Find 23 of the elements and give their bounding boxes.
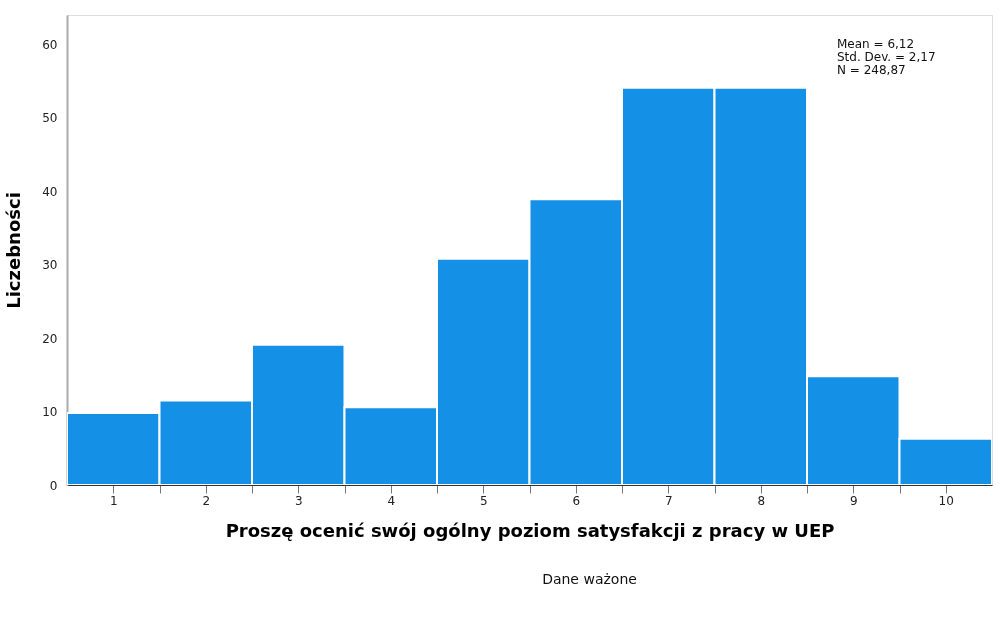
x-tick-label: 6 [572,493,581,508]
x-tick-label: 1 [109,493,118,508]
x-tick-label: 10 [938,493,954,508]
y-tick-label: 40 [42,184,58,199]
x-tick-label: 3 [294,493,303,508]
y-axis-title: Liczebności [3,192,25,309]
annotation: Std. Dev. = 2,17 [837,50,936,64]
y-tick-label: 10 [42,405,58,420]
y-tick-label: 0 [49,478,58,493]
x-tick-label: 4 [387,493,396,508]
x-tick-label: 7 [664,493,673,508]
x-tick-label: 9 [849,493,858,508]
x-tick-label: 2 [202,493,211,508]
text: Dane ważone [542,571,637,587]
y-tick-label: 60 [42,37,58,52]
y-tick-label: 50 [42,111,58,126]
annotation: N = 248,87 [837,63,906,77]
annotation: Mean = 6,12 [837,37,915,51]
x-tick-label: 8 [757,493,766,508]
y-tick-label: 20 [42,331,58,346]
x-axis-title: Proszę ocenić swój ogólny poziom satysfakcji z pracy w UEP [225,519,835,541]
x-tick-label: 5 [479,493,488,508]
y-tick-label: 30 [42,258,58,273]
